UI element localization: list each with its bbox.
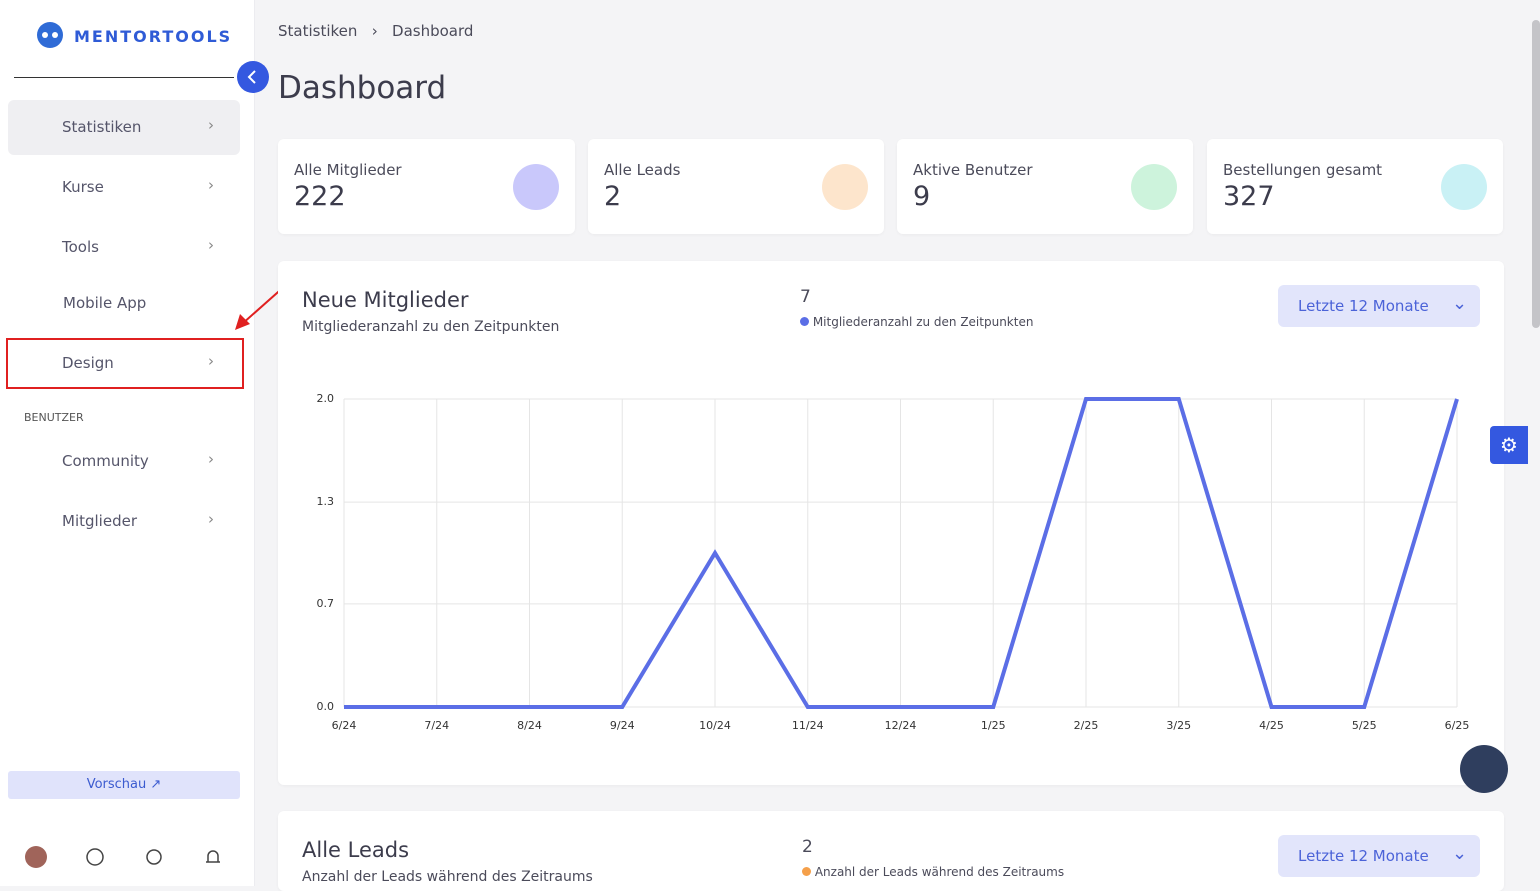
stat-label: Alle Mitglieder — [294, 161, 402, 179]
y-tick-label: 1.3 — [317, 495, 335, 508]
legend-label: Anzahl der Leads während des Zeitraums — [814, 865, 1065, 879]
x-tick-label: 6/25 — [1445, 719, 1470, 732]
dropdown-label: Letzte 12 Monate — [1298, 847, 1429, 865]
legend-label: Mitgliederanzahl zu den Zeitpunkten — [812, 315, 1034, 329]
y-tick-label: 0.0 — [317, 700, 335, 713]
menu-item[interactable]: Mitglieder › — [62, 510, 214, 530]
scrollbar — [1532, 20, 1540, 328]
stat-value: 222 — [294, 181, 346, 212]
data-line — [344, 397, 1459, 709]
stat-label: Bestellungen gesamt — [1223, 161, 1383, 179]
y-tick-label: 0.7 — [317, 597, 335, 610]
stat-icon — [822, 164, 868, 210]
stat-card: Aktive Benutzer 9 — [897, 139, 1193, 234]
breadcrumb-item: Dashboard — [392, 22, 474, 40]
menu-item[interactable]: Mobile App — [8, 276, 240, 331]
chat-button[interactable] — [1460, 745, 1508, 793]
stat-value: 9 — [913, 181, 931, 212]
dropdown[interactable]: Letzte 12 Monate ⌄ — [1278, 835, 1480, 877]
x-tick-label: 7/24 — [424, 719, 449, 732]
menu-item[interactable]: Statistiken › — [8, 100, 240, 155]
x-tick-label: 2/25 — [1074, 719, 1099, 732]
x-tick-label: 10/24 — [699, 719, 731, 732]
x-tick-label: 4/25 — [1259, 719, 1284, 732]
chart-card: Neue Mitglieder Mitgliederanzahl zu den … — [278, 261, 1504, 785]
preview-button[interactable]: Vorschau ↗ — [8, 771, 240, 799]
bottom-icons — [25, 846, 220, 868]
menu-label: Mobile App — [63, 294, 147, 312]
menu-label: Mitglieder — [62, 512, 137, 530]
menu-label: Design — [62, 354, 114, 372]
menu-label: Tools — [62, 238, 99, 256]
menu-label: Kurse — [62, 178, 104, 196]
legend: Anzahl der Leads während des Zeitraums — [802, 865, 1064, 879]
menu-item[interactable]: Community › — [62, 450, 214, 470]
stat-card: Alle Leads 2 — [588, 139, 884, 234]
divider — [14, 77, 234, 78]
x-tick-label: 8/24 — [517, 719, 542, 732]
sidebar: MENTORTOOLS Statistiken › Kurse › Tools › M… — [0, 0, 255, 886]
settings-tab[interactable]: ⚙ — [1490, 426, 1528, 464]
stat-card: Alle Mitglieder 222 — [278, 139, 575, 234]
stat-label: Aktive Benutzer — [913, 161, 1033, 179]
stat-icon — [1131, 164, 1177, 210]
page-title: Dashboard — [278, 70, 447, 106]
dropdown[interactable]: Letzte 12 Monate ⌄ — [1278, 285, 1480, 327]
legend: Mitgliederanzahl zu den Zeitpunkten — [800, 315, 1033, 329]
stat-icon — [513, 164, 559, 210]
collapse-button[interactable] — [236, 60, 270, 94]
stat-value: 327 — [1223, 181, 1275, 212]
highlight-box — [6, 338, 244, 389]
stat-label: Alle Leads — [604, 161, 681, 179]
chart-title: Neue Mitglieder — [302, 288, 469, 312]
breadcrumb: Statistiken › Dashboard — [278, 22, 474, 40]
card-total: 2 — [802, 837, 813, 857]
menu-item[interactable]: Kurse › — [62, 176, 214, 196]
menu-label: Community — [62, 452, 149, 470]
logo: MENTORTOOLS — [74, 27, 233, 46]
line-chart: 0.0 0.7 1.3 2.0 6/24 7/24 8/24 9/24 10/24 11/24 12… — [317, 392, 1470, 732]
y-tick-label: 2.0 — [317, 392, 335, 405]
x-tick-label: 5/25 — [1352, 719, 1377, 732]
stat-icon — [1441, 164, 1487, 210]
x-tick-label: 9/24 — [610, 719, 635, 732]
x-tick-label: 3/25 — [1166, 719, 1191, 732]
x-tick-label: 6/24 — [332, 719, 357, 732]
stat-value: 2 — [604, 181, 622, 212]
dropdown-label: Letzte 12 Monate — [1298, 297, 1429, 315]
card-subtitle: Anzahl der Leads während des Zeitraums — [302, 869, 593, 885]
breadcrumb-item[interactable]: Statistiken — [278, 22, 358, 40]
menu-item[interactable]: Tools › — [62, 236, 214, 256]
chart-total: 7 — [800, 287, 811, 307]
menu-label: Statistiken — [62, 118, 142, 136]
leads-card: Alle Leads Anzahl der Leads während des … — [278, 811, 1504, 891]
x-tick-label: 12/24 — [885, 719, 917, 732]
x-tick-label: 1/25 — [981, 719, 1006, 732]
x-tick-label: 11/24 — [792, 719, 824, 732]
stat-card: Bestellungen gesamt 327 — [1207, 139, 1503, 234]
card-title: Alle Leads — [302, 838, 410, 862]
menu-item[interactable]: Design › — [62, 352, 214, 372]
chart-subtitle: Mitgliederanzahl zu den Zeitpunkten — [302, 319, 560, 335]
logo-icon — [37, 22, 63, 48]
section-label: BENUTZER — [24, 411, 84, 424]
